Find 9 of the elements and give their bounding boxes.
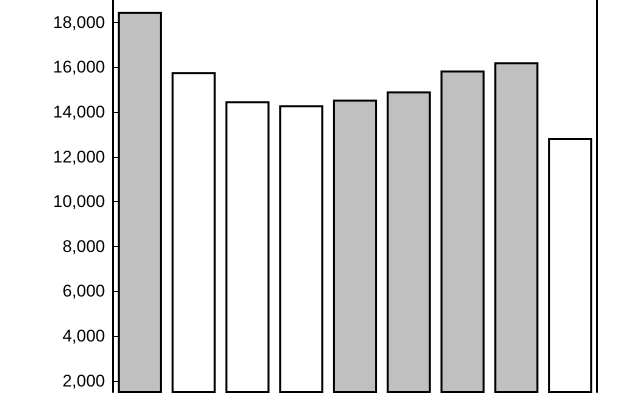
- y-tick-label: 14,000: [53, 102, 105, 122]
- y-tick-label: 12,000: [53, 147, 105, 166]
- y-tick-label: 4,000: [62, 326, 105, 346]
- y-tick-label: 8,000: [62, 236, 105, 256]
- y-tick-label: 16,000: [53, 58, 105, 77]
- y-tick-label: 2,000: [62, 371, 105, 390]
- y-tick-label: 10,000: [53, 192, 105, 212]
- y-tick-label: 18,000: [53, 12, 105, 32]
- y-tick-label: 6,000: [62, 282, 105, 301]
